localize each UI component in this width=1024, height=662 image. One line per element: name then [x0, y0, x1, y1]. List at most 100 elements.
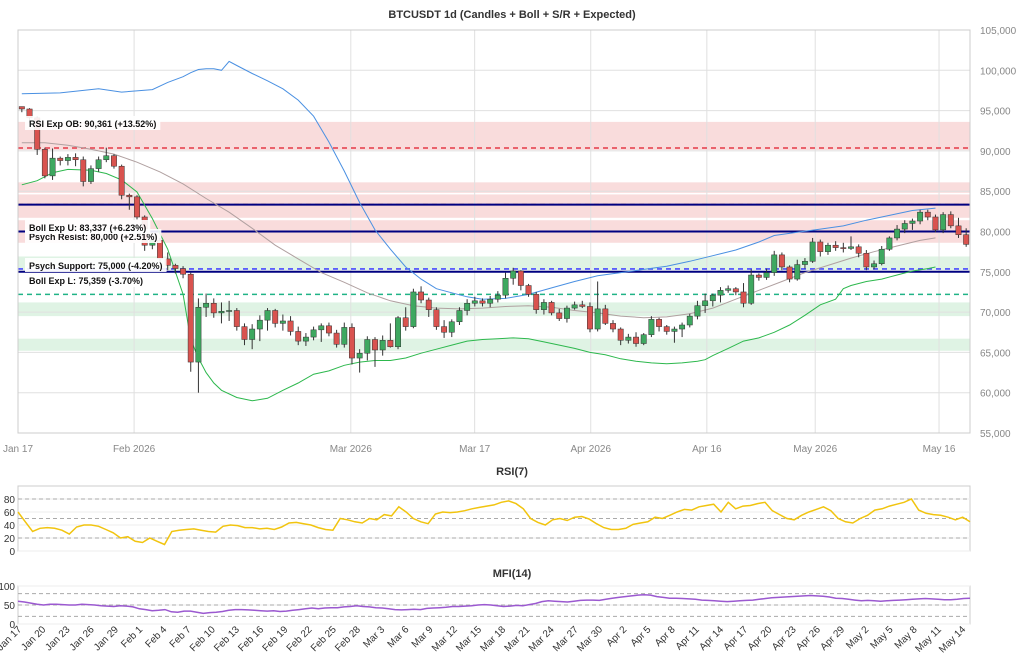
candle-body	[855, 246, 862, 254]
candle-body	[364, 339, 371, 354]
rsi-y-tick: 20	[4, 534, 16, 545]
candle-body	[402, 317, 409, 327]
level-label: Boll Exp L: 75,359 (-3.70%)	[29, 276, 143, 286]
candle-body	[778, 254, 785, 268]
candle-body	[18, 106, 25, 110]
level-labels: RSI Exp OB: 90,361 (+13.52%) Psych Resist…	[25, 116, 167, 287]
mfi-x-tick: Feb 16	[236, 624, 266, 654]
candle-body	[448, 321, 455, 333]
candle-body	[825, 244, 831, 252]
candle-body	[310, 329, 317, 338]
mfi-line	[17, 593, 971, 615]
candle-body	[72, 157, 79, 161]
price-y-tick: 65,000	[980, 348, 1011, 359]
mfi-x-tick: May 5	[868, 624, 895, 651]
candle-body	[195, 307, 202, 363]
price-x-tick: Apr 16	[692, 444, 722, 455]
candle-body	[487, 298, 494, 304]
candle-body	[41, 149, 48, 177]
candle-body	[272, 310, 279, 324]
sr-zone	[18, 121, 970, 151]
candle-body	[594, 308, 601, 330]
candle-body	[233, 310, 240, 327]
candle-body	[249, 328, 256, 340]
candle-body	[387, 340, 394, 348]
candle-body	[464, 302, 471, 311]
candle-body	[740, 291, 747, 304]
candle-body	[671, 328, 678, 332]
mfi-x-tick: Feb 22	[285, 624, 315, 654]
candle-body	[763, 272, 770, 278]
mfi-x-tick: Jan 17	[0, 624, 24, 653]
candle-body	[648, 319, 655, 335]
candle-body	[517, 270, 524, 286]
candle-body	[49, 157, 56, 177]
candle-body	[886, 237, 893, 250]
candle-body	[318, 325, 325, 331]
axes: 55,000 60,000 65,000 70,000 75,000 80,000 85,0…	[3, 26, 1017, 455]
candle-body	[663, 326, 670, 332]
mfi-x-tick: Mar 6	[386, 624, 412, 650]
candle-body	[256, 319, 263, 330]
rsi-chart-title: RSI(7)	[496, 466, 528, 478]
price-y-tick: 95,000	[980, 107, 1011, 118]
candle-body	[963, 234, 970, 245]
candle-body	[333, 332, 340, 345]
level-label-bg	[25, 273, 148, 287]
rsi-y-tick: 60	[4, 508, 16, 519]
candle-body	[441, 326, 448, 333]
mfi-y-tick: 50	[4, 601, 16, 612]
level-label-bg	[25, 220, 151, 234]
candle-body	[287, 320, 294, 332]
candle-body	[418, 291, 425, 301]
candle-body	[901, 223, 908, 230]
candle-body	[548, 302, 555, 314]
mfi-x-tick: Mar 3	[361, 624, 387, 650]
mfi-x-tick: Jan 26	[68, 624, 97, 653]
candle-body	[410, 291, 417, 327]
candle-body	[679, 324, 686, 330]
price-y-tick: 105,000	[980, 26, 1017, 37]
price-y-tick: 55,000	[980, 429, 1011, 440]
candle-body	[556, 312, 563, 319]
mfi-x-tick: Mar 18	[478, 624, 508, 654]
rsi-line	[17, 498, 971, 546]
mfi-x-tick: Apr 20	[746, 624, 775, 653]
candle-body	[525, 285, 532, 295]
rsi-y-tick: 0	[9, 547, 15, 558]
candle-body	[694, 305, 701, 317]
price-x-tick: May 2026	[793, 444, 837, 455]
candle-body	[456, 310, 463, 323]
price-x-tick: Jan 17	[3, 444, 33, 455]
mfi-x-tick: May 2	[844, 624, 871, 651]
mfi-x-tick: Apr 17	[722, 624, 751, 653]
mfi-x-tick: Mar 27	[551, 624, 581, 654]
mfi-x-tick: May 14	[937, 624, 968, 655]
mfi-x-tick: Feb 10	[188, 624, 218, 654]
price-y-tick: 75,000	[980, 268, 1011, 279]
candle-body	[302, 336, 309, 342]
candle-body	[57, 157, 64, 161]
price-y-tick: 70,000	[980, 308, 1011, 319]
candle-body	[955, 225, 962, 235]
candle-body	[940, 214, 947, 231]
candle-body	[848, 246, 854, 249]
candle-body	[80, 159, 87, 182]
mfi-x-tick: Apr 23	[770, 624, 799, 653]
mfi-x-tick: Jan 29	[92, 624, 121, 653]
candle-body	[494, 294, 501, 300]
sr-zone	[18, 256, 970, 271]
candle-body	[610, 323, 616, 330]
candle-body	[947, 214, 954, 227]
mfi-x-tick: Mar 21	[503, 624, 533, 654]
sr-zone	[18, 194, 970, 218]
mfi-x-tick: Apr 26	[794, 624, 823, 653]
mfi-x-tick: Apr 14	[697, 624, 726, 653]
candle-body	[709, 294, 716, 302]
candle-body	[924, 211, 931, 218]
price-x-tick: Mar 2026	[330, 444, 373, 455]
mfi-x-tick: Apr 11	[674, 624, 702, 652]
mfi-x-tick: Apr 2	[605, 624, 630, 649]
candle-body	[479, 300, 486, 304]
